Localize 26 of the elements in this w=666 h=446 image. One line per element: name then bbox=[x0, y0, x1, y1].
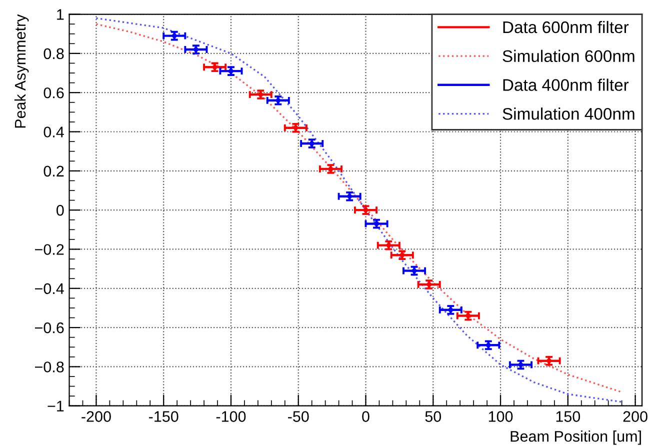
legend-label: Simulation 400nm bbox=[502, 108, 634, 120]
y-tick-label: 0.6 bbox=[44, 87, 64, 98]
y-tick-label: −0.6 bbox=[35, 322, 64, 334]
y-tick-label: 0 bbox=[56, 204, 64, 216]
legend-label: Data 400nm filter bbox=[503, 78, 629, 91]
x-tick-label: 100 bbox=[488, 411, 513, 422]
y-tick-label: 0.8 bbox=[44, 48, 64, 60]
x-axis-title: Beam Position [um] bbox=[510, 430, 641, 445]
y-tick-label: 1 bbox=[57, 9, 64, 20]
x-tick-label: 0 bbox=[362, 411, 370, 422]
y-axis-title: Peak Asymmetry bbox=[14, 14, 29, 128]
x-tick-label: 50 bbox=[425, 411, 442, 422]
x-tick-label: 200 bbox=[623, 411, 648, 422]
y-tick-label: −0.2 bbox=[35, 244, 64, 255]
x-tick-label: -200 bbox=[82, 411, 111, 422]
x-tick-label: -150 bbox=[148, 411, 178, 422]
y-tick-label: −0.4 bbox=[35, 283, 64, 294]
y-tick-label: −1 bbox=[48, 400, 64, 412]
y-tick-label: 0.4 bbox=[44, 126, 64, 138]
x-tick-label: 150 bbox=[556, 411, 580, 422]
x-tick-label: -50 bbox=[288, 411, 309, 422]
y-tick-label: −0.8 bbox=[35, 362, 64, 372]
y-tick-label: 0.2 bbox=[44, 166, 64, 177]
legend-label: Data 600nm filter bbox=[503, 20, 629, 34]
legend-label: Simulation 600nm bbox=[502, 50, 634, 62]
x-tick-label: -100 bbox=[216, 411, 246, 422]
